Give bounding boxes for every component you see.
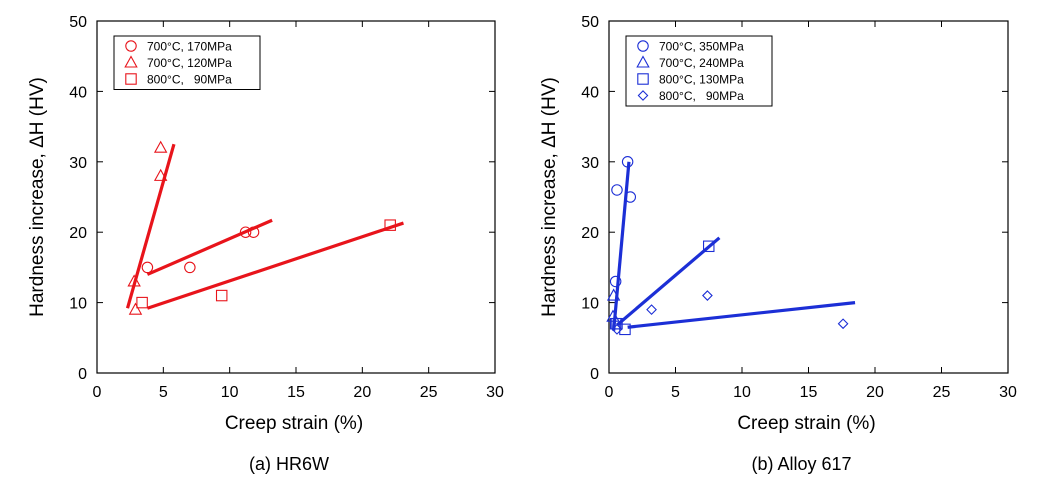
data-point-triangle xyxy=(153,140,168,153)
y-tick-label: 0 xyxy=(590,366,599,383)
data-point-square xyxy=(215,289,228,302)
data-point-triangle xyxy=(128,302,143,315)
data-point-circle xyxy=(609,275,622,288)
y-tick-label: 50 xyxy=(581,14,599,31)
y-tick-label: 20 xyxy=(581,225,599,242)
data-point-diamond xyxy=(702,290,713,301)
data-point-square xyxy=(619,323,631,336)
y-axis-label: Hardness increase, ΔH (HV) xyxy=(27,77,48,317)
y-tick-label: 30 xyxy=(69,155,87,172)
y-tick-label: 50 xyxy=(69,14,87,31)
data-point-triangle xyxy=(606,309,620,322)
legend-marker-circle xyxy=(637,40,649,52)
x-tick-label: 10 xyxy=(733,384,751,401)
x-tick-label: 10 xyxy=(221,384,239,401)
legend-label: 700°C, 120MPa xyxy=(147,56,232,70)
panel-caption: (b) Alloy 617 xyxy=(751,454,851,474)
chart-panel-a: 0 5 10 15 20 25 30 0 10 20 30 40 50 Creep strain (%) H… xyxy=(27,14,504,474)
legend-box xyxy=(113,35,261,90)
y-tick-label: 0 xyxy=(78,366,87,383)
legend-marker-triangle xyxy=(124,55,138,68)
data-point-circle xyxy=(239,226,252,238)
legend-marker-diamond xyxy=(637,90,649,101)
data-point-circle xyxy=(611,184,623,196)
x-tick-label: 25 xyxy=(933,384,951,401)
fit-line-series-2 xyxy=(125,143,176,309)
y-tick-label: 10 xyxy=(69,296,87,313)
legend-label: 700°C, 350MPa xyxy=(659,40,744,54)
y-tick-label: 40 xyxy=(69,84,87,101)
x-axis-label: Creep strain (%) xyxy=(737,413,875,434)
fit-line-series-3 xyxy=(146,221,404,310)
fit-line-series-1 xyxy=(146,218,273,276)
data-point-circle xyxy=(141,261,154,274)
data-point-circle xyxy=(184,261,196,274)
data-point-square xyxy=(136,296,148,309)
data-point-square xyxy=(702,240,715,253)
fit-line-series-4 xyxy=(627,301,856,329)
x-tick-label: 15 xyxy=(800,384,818,401)
legend-marker-circle xyxy=(125,40,137,52)
data-point-circle xyxy=(247,226,260,238)
y-axis-label: Hardness increase, ΔH (HV) xyxy=(539,77,560,317)
x-tick-label: 20 xyxy=(353,384,371,401)
x-tick-label: 15 xyxy=(287,384,305,401)
y-tick-label: 40 xyxy=(581,84,599,101)
legend-label: 700°C, 170MPa xyxy=(147,40,232,54)
data-point-circle xyxy=(621,156,634,168)
x-tick-label: 30 xyxy=(999,384,1017,401)
legend-label: 800°C, 130MPa xyxy=(659,73,744,87)
data-point-triangle xyxy=(606,288,621,301)
data-point-triangle xyxy=(153,168,168,181)
panel-caption: (a) HR6W xyxy=(249,454,329,474)
x-tick-label: 25 xyxy=(420,384,438,401)
data-point-triangle xyxy=(127,274,141,287)
legend-label: 700°C, 240MPa xyxy=(659,56,744,70)
legend-marker-square xyxy=(637,73,649,85)
x-tick-label: 5 xyxy=(671,384,680,401)
data-point-diamond xyxy=(837,318,849,330)
x-tick-label: 0 xyxy=(605,384,614,401)
legend-label: 800°C, 90MPa xyxy=(147,73,232,87)
chart-panel-b: 0 5 10 15 20 25 30 0 10 20 30 40 50 Creep strain (%) H… xyxy=(539,14,1017,474)
x-tick-label: 5 xyxy=(159,384,168,401)
x-tick-label: 20 xyxy=(866,384,884,401)
data-point-diamond xyxy=(611,323,623,335)
x-tick-label: 0 xyxy=(93,384,102,401)
fit-line-series-3 xyxy=(615,236,721,327)
legend-label: 800°C, 90MPa xyxy=(659,89,744,103)
data-point-circle xyxy=(624,191,637,203)
legend-marker-square xyxy=(125,73,137,85)
y-tick-label: 20 xyxy=(69,225,87,242)
data-point-square xyxy=(384,219,396,231)
data-point-diamond xyxy=(646,304,657,316)
legend-marker-triangle xyxy=(636,55,650,68)
x-axis-label: Creep strain (%) xyxy=(225,413,363,434)
legend-box xyxy=(625,35,773,107)
y-tick-label: 30 xyxy=(581,155,599,172)
fit-line-series-1 xyxy=(612,161,631,331)
x-tick-label: 30 xyxy=(486,384,504,401)
y-tick-label: 10 xyxy=(581,296,599,313)
